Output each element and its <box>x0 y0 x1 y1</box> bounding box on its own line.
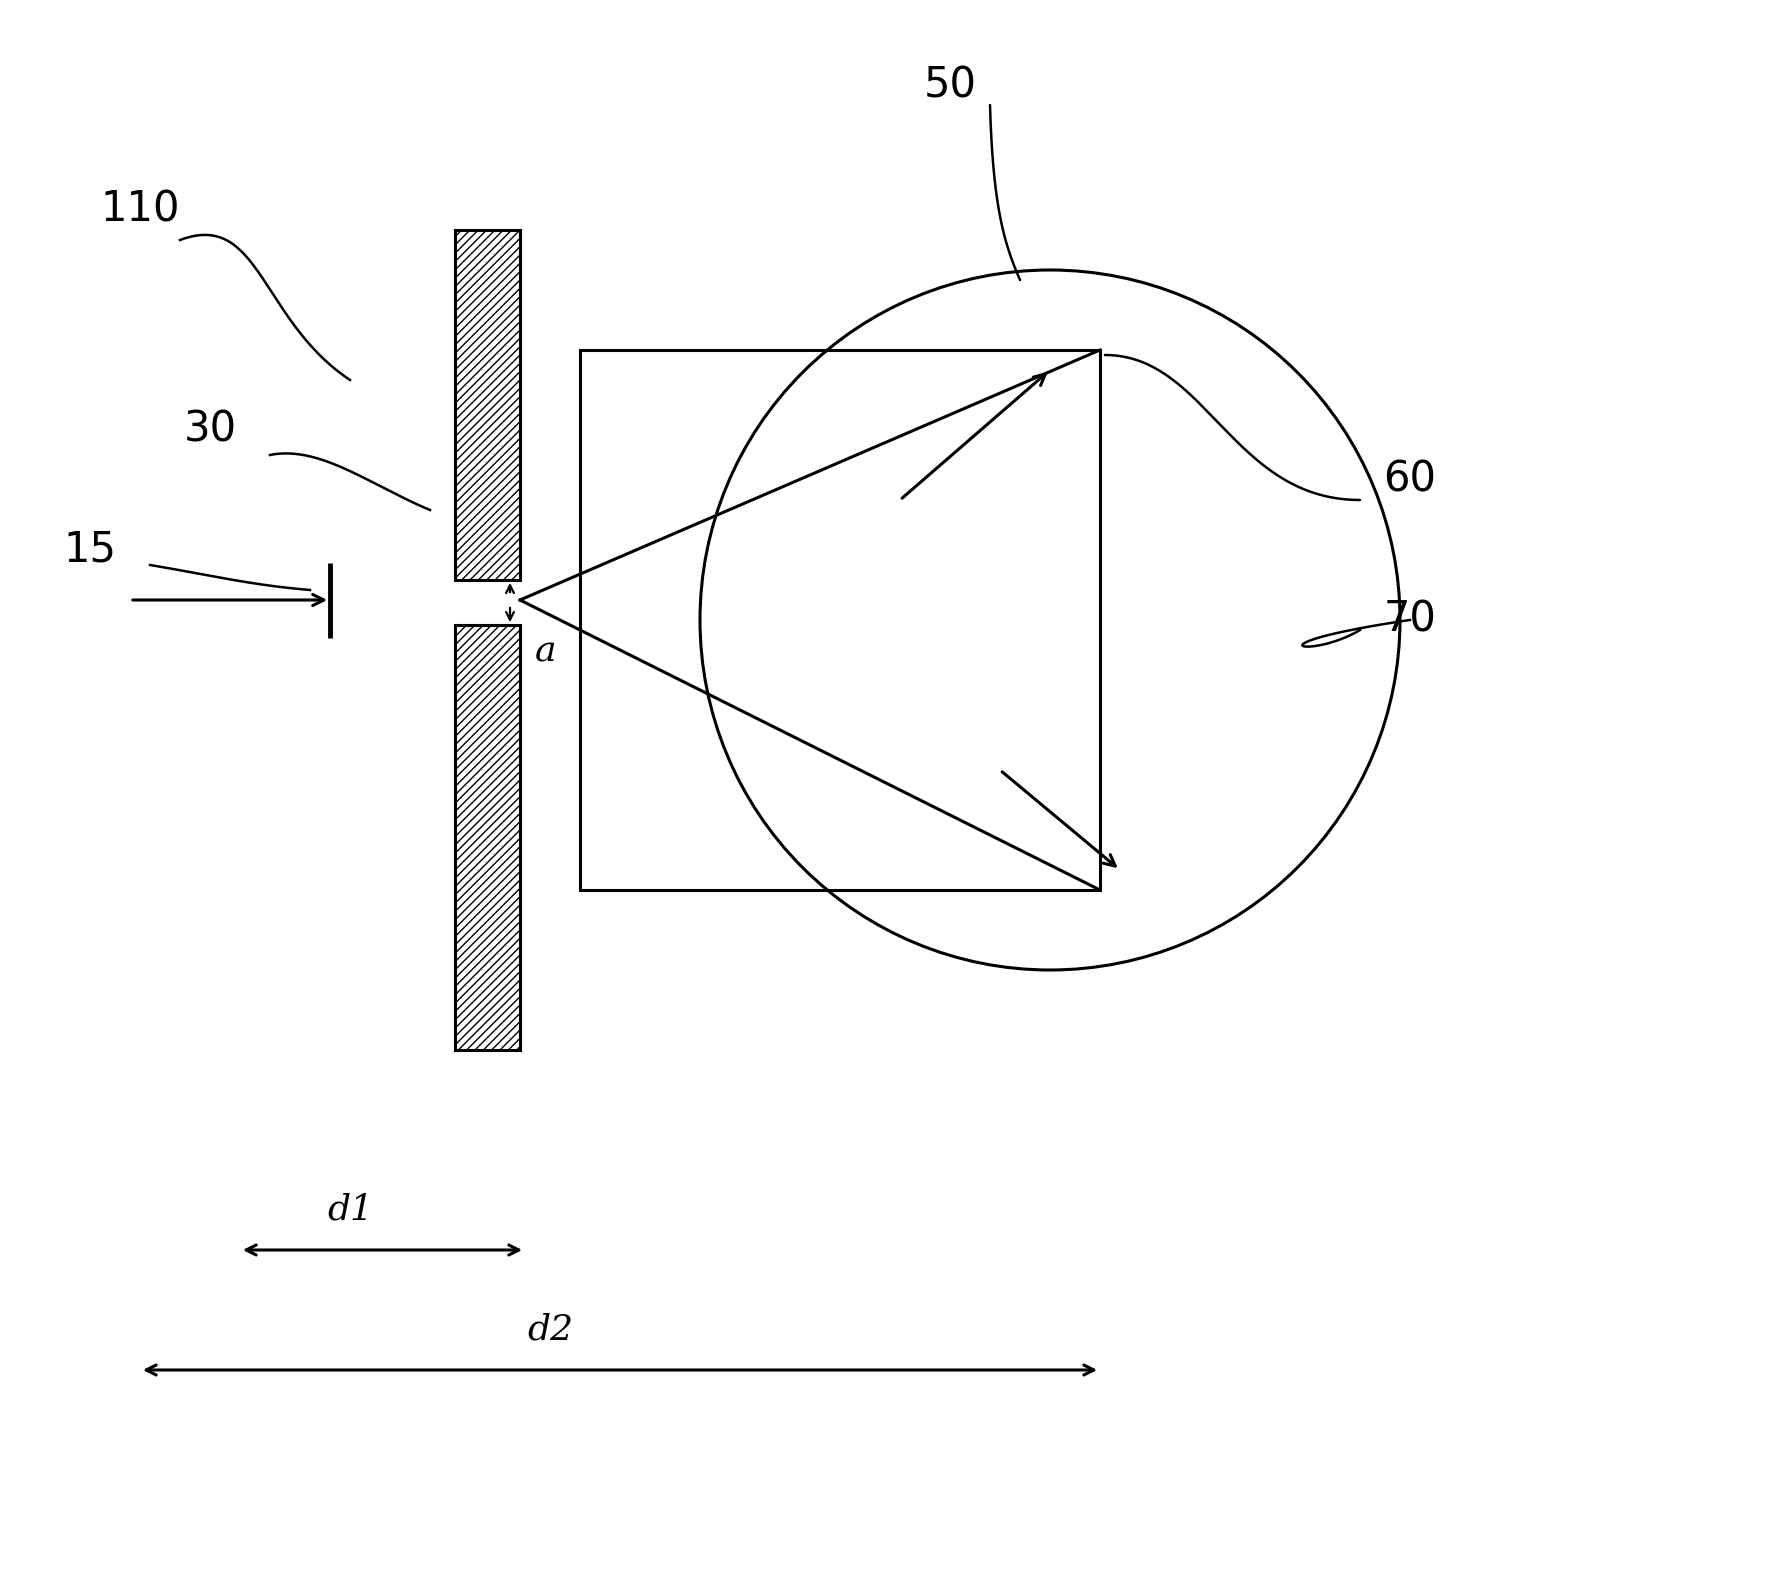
Text: 50: 50 <box>923 64 977 107</box>
Text: d2: d2 <box>527 1313 574 1348</box>
Text: 70: 70 <box>1383 599 1436 642</box>
Bar <box>454 231 520 581</box>
Text: 15: 15 <box>64 529 116 571</box>
Text: 110: 110 <box>100 188 180 231</box>
Bar <box>579 350 1099 890</box>
Text: a: a <box>535 635 556 668</box>
Text: d1: d1 <box>326 1192 372 1227</box>
Text: 60: 60 <box>1383 460 1436 501</box>
Text: 30: 30 <box>184 410 237 450</box>
Bar <box>454 624 520 1050</box>
